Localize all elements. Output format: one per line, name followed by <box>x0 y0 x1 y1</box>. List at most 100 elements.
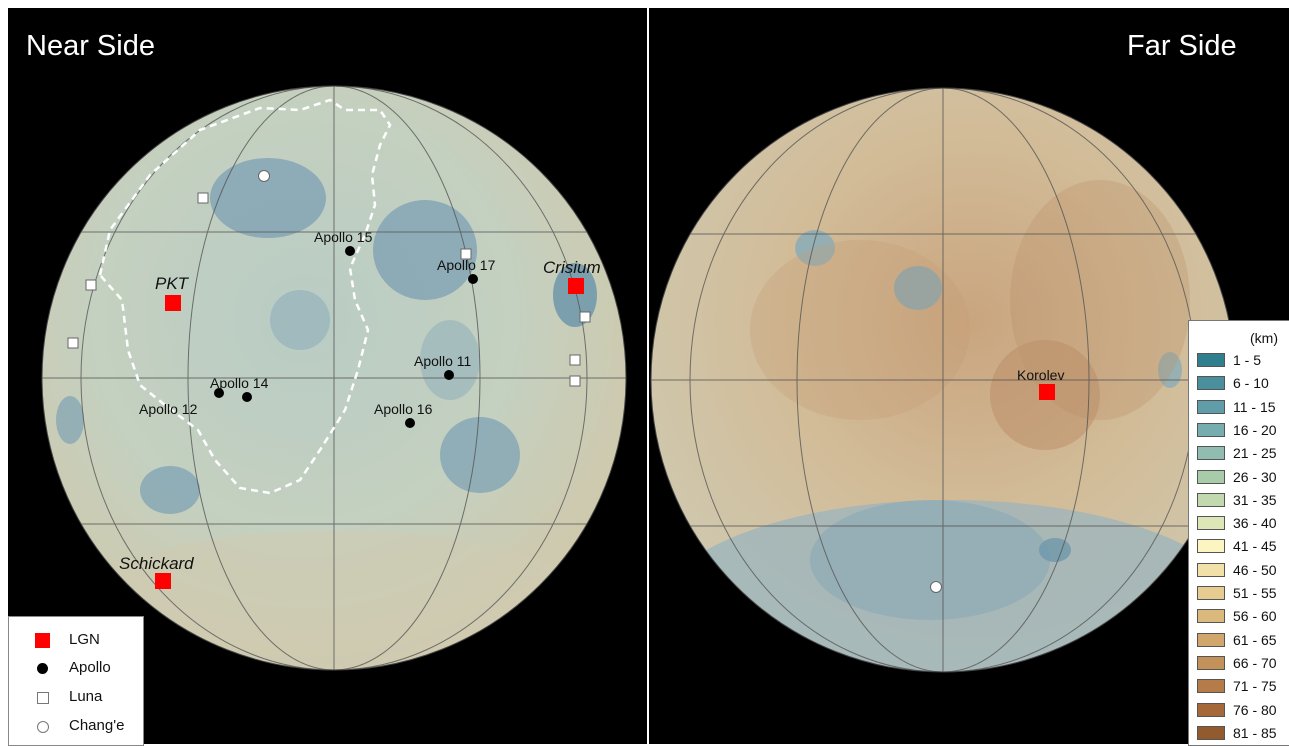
mare-humorum-basin <box>140 466 200 514</box>
mare-basin <box>270 290 330 350</box>
luna-sites-near <box>67 192 591 387</box>
pkt-label: PKT <box>155 274 190 293</box>
near-side-title: Near Side <box>26 30 155 62</box>
legend-item-luna: Luna <box>9 686 143 708</box>
elevation-class-row: 1 - 5 <box>1195 351 1289 370</box>
far-side-crater <box>1158 352 1182 388</box>
elevation-class-row: 6 - 10 <box>1195 374 1289 393</box>
elevation-swatch <box>1197 469 1225 484</box>
elevation-range-label: 36 - 40 <box>1233 515 1277 532</box>
elevation-swatch <box>1197 655 1225 670</box>
far-side-title: Far Side <box>1127 30 1237 62</box>
elevation-class-row: 26 - 30 <box>1195 468 1289 487</box>
apollo-15-marker <box>345 246 355 256</box>
far-side-crater <box>795 230 835 266</box>
luna-site-marker <box>569 354 581 366</box>
korolev-lgn-marker <box>1039 384 1055 400</box>
elevation-range-label: 31 - 35 <box>1233 491 1277 508</box>
elevation-range-label: 81 - 85 <box>1233 724 1277 741</box>
legend-label: Apollo <box>69 659 111 676</box>
elevation-swatch <box>1197 632 1225 647</box>
elevation-swatch <box>1197 725 1225 740</box>
elevation-class-row: 31 - 35 <box>1195 491 1289 510</box>
elevation-class-row: 76 - 80 <box>1195 701 1289 720</box>
far-side-crater <box>1039 538 1071 562</box>
elevation-class-row: 71 - 75 <box>1195 677 1289 696</box>
elevation-swatch <box>1197 679 1225 694</box>
apollo-11-label: Apollo 11 <box>414 353 472 369</box>
luna-site-marker <box>460 248 472 260</box>
lgn-sites-near: PKT Crisium Schickard <box>119 258 601 589</box>
apollo-symbol-icon <box>37 663 48 674</box>
elevation-swatch <box>1197 516 1225 531</box>
apollo-12-label: Apollo 12 <box>139 401 198 417</box>
mare-imbrium-basin <box>210 158 326 238</box>
apollo-16-label: Apollo 16 <box>374 401 433 417</box>
apollo-14-label: Apollo 14 <box>210 375 269 391</box>
legend-label: Luna <box>69 688 103 705</box>
apollo-16-marker <box>405 418 415 428</box>
far-side-globe <box>650 87 1236 673</box>
elevation-class-row: 51 - 55 <box>1195 584 1289 603</box>
elevation-class-row: 61 - 65 <box>1195 631 1289 650</box>
highlands <box>750 240 970 420</box>
elevation-range-label: 11 - 15 <box>1233 398 1276 415</box>
legend-item-apollo: Apollo <box>9 657 143 679</box>
elevation-range-label: 26 - 30 <box>1233 468 1277 485</box>
schickard-lgn-marker <box>155 573 171 589</box>
elevation-class-row: 66 - 70 <box>1195 654 1289 673</box>
elevation-swatch <box>1197 376 1225 391</box>
elevation-swatch <box>1197 586 1225 600</box>
elevation-range-label: 1 - 5 <box>1233 352 1262 368</box>
elevation-range-label: 56 - 60 <box>1233 608 1277 625</box>
graticule <box>42 86 626 670</box>
elevation-class-row: 81 - 85 <box>1195 724 1289 743</box>
elevation-swatch <box>1197 609 1225 624</box>
luna-site-marker <box>67 337 79 349</box>
apollo-14-marker <box>242 392 252 402</box>
mare-tranquillitatis-basin <box>420 320 480 400</box>
elevation-class-row: 46 - 50 <box>1195 561 1289 580</box>
elevation-swatch <box>1197 492 1225 507</box>
elevation-swatch <box>1197 446 1225 461</box>
elevation-range-label: 71 - 75 <box>1233 678 1277 695</box>
elevation-class-row: 16 - 20 <box>1195 421 1289 440</box>
crisium-label: Crisium <box>543 258 601 277</box>
pkt-boundary <box>98 98 392 495</box>
schickard-label: Schickard <box>119 554 194 573</box>
elevation-range-label: 61 - 65 <box>1233 631 1277 648</box>
legend-label: LGN <box>69 631 100 648</box>
elevation-swatch <box>1197 539 1225 554</box>
elevation-range-label: 6 - 10 <box>1233 375 1269 392</box>
south-pole-aitken-basin-center <box>810 500 1050 620</box>
legend-label: Chang'e <box>69 717 125 734</box>
korolev-label: Korolev <box>1017 367 1064 383</box>
mare-crisium-basin <box>553 263 597 327</box>
apollo-12-marker <box>214 388 224 398</box>
luna-symbol-icon <box>37 692 49 704</box>
site-legend: LGN Apollo Luna Chang'e <box>8 616 144 746</box>
mare-basin <box>56 396 84 444</box>
apollo-17-label: Apollo 17 <box>437 257 496 273</box>
change-symbol-icon <box>37 721 49 733</box>
crisium-lgn-marker <box>568 278 584 294</box>
mare-serenitatis-basin <box>373 200 477 300</box>
elevation-swatch <box>1197 422 1225 437</box>
elevation-range-label: 21 - 25 <box>1233 445 1277 462</box>
elevation-range-label: 46 - 50 <box>1233 561 1277 578</box>
elevation-class-row: 21 - 25 <box>1195 444 1289 463</box>
legend-item-change: Chang'e <box>9 715 143 737</box>
lgn-symbol-icon <box>35 633 50 648</box>
apollo-11-marker <box>444 370 454 380</box>
elevation-class-row: 56 - 60 <box>1195 607 1289 626</box>
elevation-swatch <box>1197 399 1225 414</box>
near-side-globe <box>41 85 627 671</box>
elevation-legend: (km) 1 - 5 6 - 10 11 - 15 16 - 20 21 - 25 26 … <box>1188 320 1289 746</box>
elevation-class-row: 41 - 45 <box>1195 537 1289 556</box>
luna-site-marker <box>579 311 591 323</box>
elevation-range-label: 16 - 20 <box>1233 421 1277 438</box>
apollo-sites: Apollo 15 Apollo 17 Apollo 11 Apollo 14 … <box>139 229 496 428</box>
apollo-15-label: Apollo 15 <box>314 229 373 245</box>
elevation-class-row: 36 - 40 <box>1195 514 1289 533</box>
